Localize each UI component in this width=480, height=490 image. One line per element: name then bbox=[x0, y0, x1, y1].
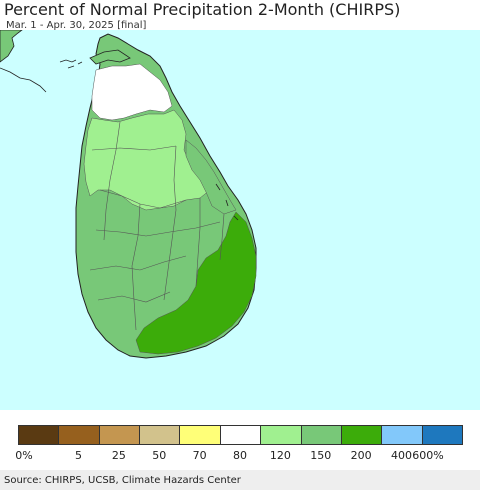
legend-tick-label: 70 bbox=[192, 449, 207, 462]
district-boundaries bbox=[89, 121, 225, 331]
legend-swatch bbox=[179, 425, 221, 445]
legend-tick-label: 150 bbox=[310, 449, 332, 462]
map-canvas bbox=[0, 30, 480, 410]
legend-tick-label: 25 bbox=[111, 449, 126, 462]
india-coast-line bbox=[0, 67, 47, 93]
legend-labels: 0% 5 25 50 70 80 120 150 200 400 600% bbox=[0, 449, 480, 463]
legend-swatch bbox=[58, 425, 100, 445]
legend-tick-label: 600% bbox=[412, 449, 444, 462]
map-svg bbox=[0, 30, 257, 359]
coast-lagoons bbox=[215, 183, 239, 221]
legend-swatch bbox=[421, 425, 463, 445]
legend-bar bbox=[18, 425, 463, 445]
source-text: Source: CHIRPS, UCSB, Climate Hazards Ce… bbox=[4, 475, 241, 486]
north-white-zone bbox=[91, 63, 173, 121]
legend-swatch bbox=[340, 425, 383, 445]
india-coast bbox=[0, 30, 23, 63]
legend-swatch bbox=[18, 425, 60, 445]
legend-swatch bbox=[139, 425, 181, 445]
map-title: Percent of Normal Precipitation 2-Month … bbox=[4, 0, 401, 19]
adams-bridge-islands bbox=[59, 59, 83, 69]
legend-tick-label: 5 bbox=[75, 449, 83, 462]
legend-swatch bbox=[381, 425, 423, 445]
legend-tick-label: 80 bbox=[233, 449, 247, 462]
jaffna-peninsula bbox=[89, 49, 131, 65]
legend-swatch bbox=[219, 425, 262, 445]
legend-tick-label: 120 bbox=[269, 449, 291, 462]
map-subtitle: Mar. 1 - Apr. 30, 2025 [final] bbox=[6, 20, 147, 31]
legend-swatch bbox=[260, 425, 302, 445]
southeast-dark-green bbox=[135, 211, 257, 355]
legend-tick-label: 400 bbox=[390, 449, 412, 462]
east-coast-strip bbox=[185, 139, 237, 215]
footer: Source: CHIRPS, UCSB, Climate Hazards Ce… bbox=[0, 470, 480, 490]
legend-swatch bbox=[300, 425, 342, 445]
legend-tick-label: 200 bbox=[350, 449, 372, 462]
dry-zone-light-green bbox=[83, 109, 211, 211]
legend-tick-label: 50 bbox=[152, 449, 167, 462]
legend-swatch bbox=[98, 425, 141, 445]
legend-tick-label: 0% bbox=[15, 449, 33, 462]
